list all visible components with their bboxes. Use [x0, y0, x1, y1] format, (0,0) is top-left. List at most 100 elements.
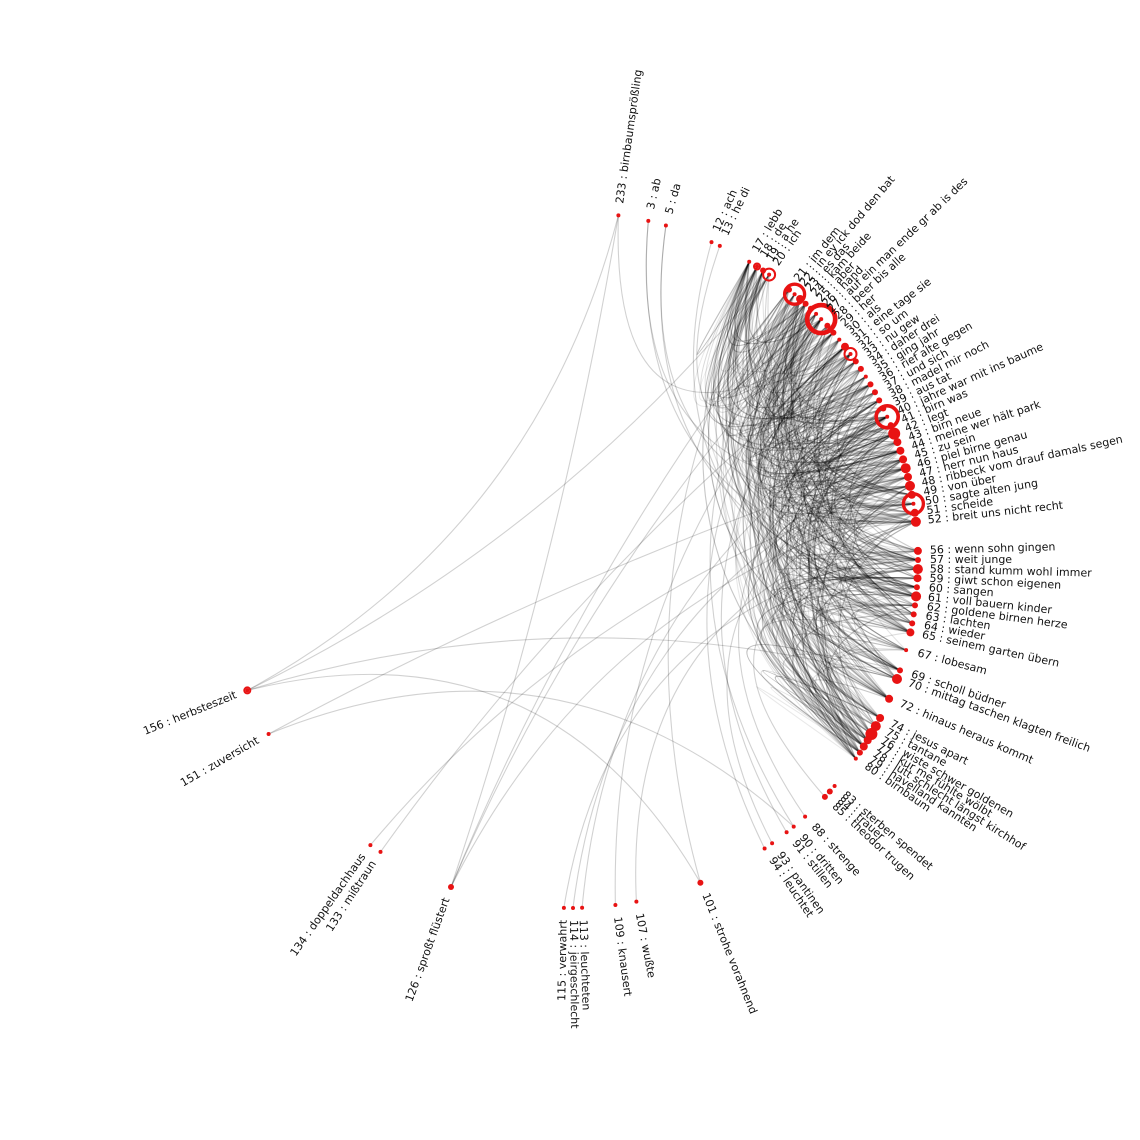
- word-node[interactable]: [911, 501, 916, 506]
- word-node[interactable]: [885, 694, 894, 703]
- word-node[interactable]: [910, 508, 919, 517]
- word-node[interactable]: [915, 557, 921, 563]
- word-node[interactable]: [571, 906, 575, 910]
- word-node[interactable]: [770, 841, 775, 846]
- word-node[interactable]: [634, 899, 639, 904]
- word-node[interactable]: [663, 223, 668, 228]
- word-node[interactable]: [913, 546, 922, 555]
- word-node[interactable]: [904, 473, 912, 481]
- word-node[interactable]: [904, 648, 909, 653]
- word-node[interactable]: [792, 292, 797, 297]
- word-node[interactable]: [755, 264, 759, 269]
- word-link: [772, 391, 876, 747]
- word-node[interactable]: [616, 213, 621, 218]
- word-node[interactable]: [814, 311, 819, 316]
- word-link: [788, 325, 918, 579]
- word-node[interactable]: [832, 784, 837, 788]
- word-node[interactable]: [910, 516, 921, 527]
- word-node[interactable]: [856, 749, 863, 756]
- word-node[interactable]: [863, 736, 872, 745]
- word-node[interactable]: [368, 843, 373, 848]
- word-link: [712, 261, 918, 588]
- word-node[interactable]: [802, 300, 809, 307]
- word-node[interactable]: [876, 714, 885, 722]
- word-link: [802, 559, 919, 759]
- word-node[interactable]: [912, 564, 923, 575]
- word-link: [776, 308, 915, 514]
- word-link: [757, 339, 898, 464]
- word-node[interactable]: [762, 846, 767, 851]
- word-link: [720, 274, 806, 372]
- word-link: [772, 298, 919, 552]
- word-node[interactable]: [910, 611, 917, 618]
- word-link: [797, 416, 901, 474]
- word-node[interactable]: [717, 243, 722, 248]
- word-node[interactable]: [853, 756, 858, 761]
- word-node[interactable]: [803, 814, 808, 819]
- word-link: [746, 266, 834, 352]
- word-node[interactable]: [888, 427, 901, 440]
- word-node[interactable]: [448, 884, 454, 890]
- word-node[interactable]: [245, 688, 250, 693]
- word-node[interactable]: [859, 742, 868, 751]
- word-node[interactable]: [852, 358, 859, 365]
- word-node[interactable]: [896, 446, 905, 455]
- word-link: [783, 318, 851, 382]
- word-node[interactable]: [784, 830, 789, 835]
- word-label: 60 : sangen: [928, 581, 994, 599]
- word-node[interactable]: [378, 849, 383, 854]
- word-node[interactable]: [912, 602, 918, 609]
- word-link: [817, 433, 918, 588]
- word-node[interactable]: [613, 903, 618, 907]
- word-node[interactable]: [767, 272, 772, 277]
- word-node[interactable]: [887, 422, 894, 429]
- word-link: [786, 416, 890, 700]
- word-link: [763, 346, 888, 449]
- word-link: [792, 595, 917, 754]
- word-node[interactable]: [561, 905, 566, 910]
- word-node[interactable]: [646, 218, 651, 223]
- word-link: [838, 433, 904, 470]
- word-node[interactable]: [913, 574, 922, 583]
- word-link: [822, 666, 898, 719]
- word-node[interactable]: [747, 259, 752, 264]
- word-link: [777, 485, 912, 519]
- word-node[interactable]: [911, 591, 922, 602]
- word-node[interactable]: [892, 674, 902, 684]
- word-node[interactable]: [819, 317, 824, 322]
- word-node[interactable]: [900, 463, 911, 474]
- word-node[interactable]: [906, 628, 915, 637]
- word-node[interactable]: [830, 329, 837, 336]
- word-node[interactable]: [897, 667, 903, 674]
- word-node[interactable]: [909, 620, 916, 627]
- word-node[interactable]: [893, 438, 902, 447]
- word-link: [777, 313, 919, 570]
- word-link: [707, 274, 828, 403]
- word-node[interactable]: [791, 824, 796, 829]
- word-node[interactable]: [876, 397, 883, 404]
- word-node[interactable]: [899, 455, 908, 464]
- word-node[interactable]: [697, 879, 704, 886]
- word-link: [799, 391, 876, 753]
- word-node[interactable]: [872, 389, 878, 396]
- word-node[interactable]: [863, 374, 868, 379]
- word-node[interactable]: [824, 322, 831, 329]
- word-node[interactable]: [826, 788, 833, 795]
- word-node[interactable]: [821, 793, 828, 800]
- word-node[interactable]: [580, 905, 585, 910]
- word-link: [767, 289, 861, 753]
- word-node[interactable]: [266, 732, 271, 736]
- word-node[interactable]: [885, 414, 890, 419]
- word-node[interactable]: [837, 337, 842, 342]
- word-link: [765, 433, 904, 494]
- word-link: [822, 441, 909, 488]
- word-node[interactable]: [905, 480, 915, 491]
- word-node[interactable]: [857, 365, 864, 372]
- word-link: [759, 433, 901, 493]
- word-node[interactable]: [867, 381, 874, 388]
- word-node[interactable]: [848, 352, 853, 356]
- word-node[interactable]: [796, 295, 805, 303]
- word-link: [817, 361, 919, 570]
- word-node[interactable]: [709, 240, 714, 245]
- word-node[interactable]: [913, 584, 920, 591]
